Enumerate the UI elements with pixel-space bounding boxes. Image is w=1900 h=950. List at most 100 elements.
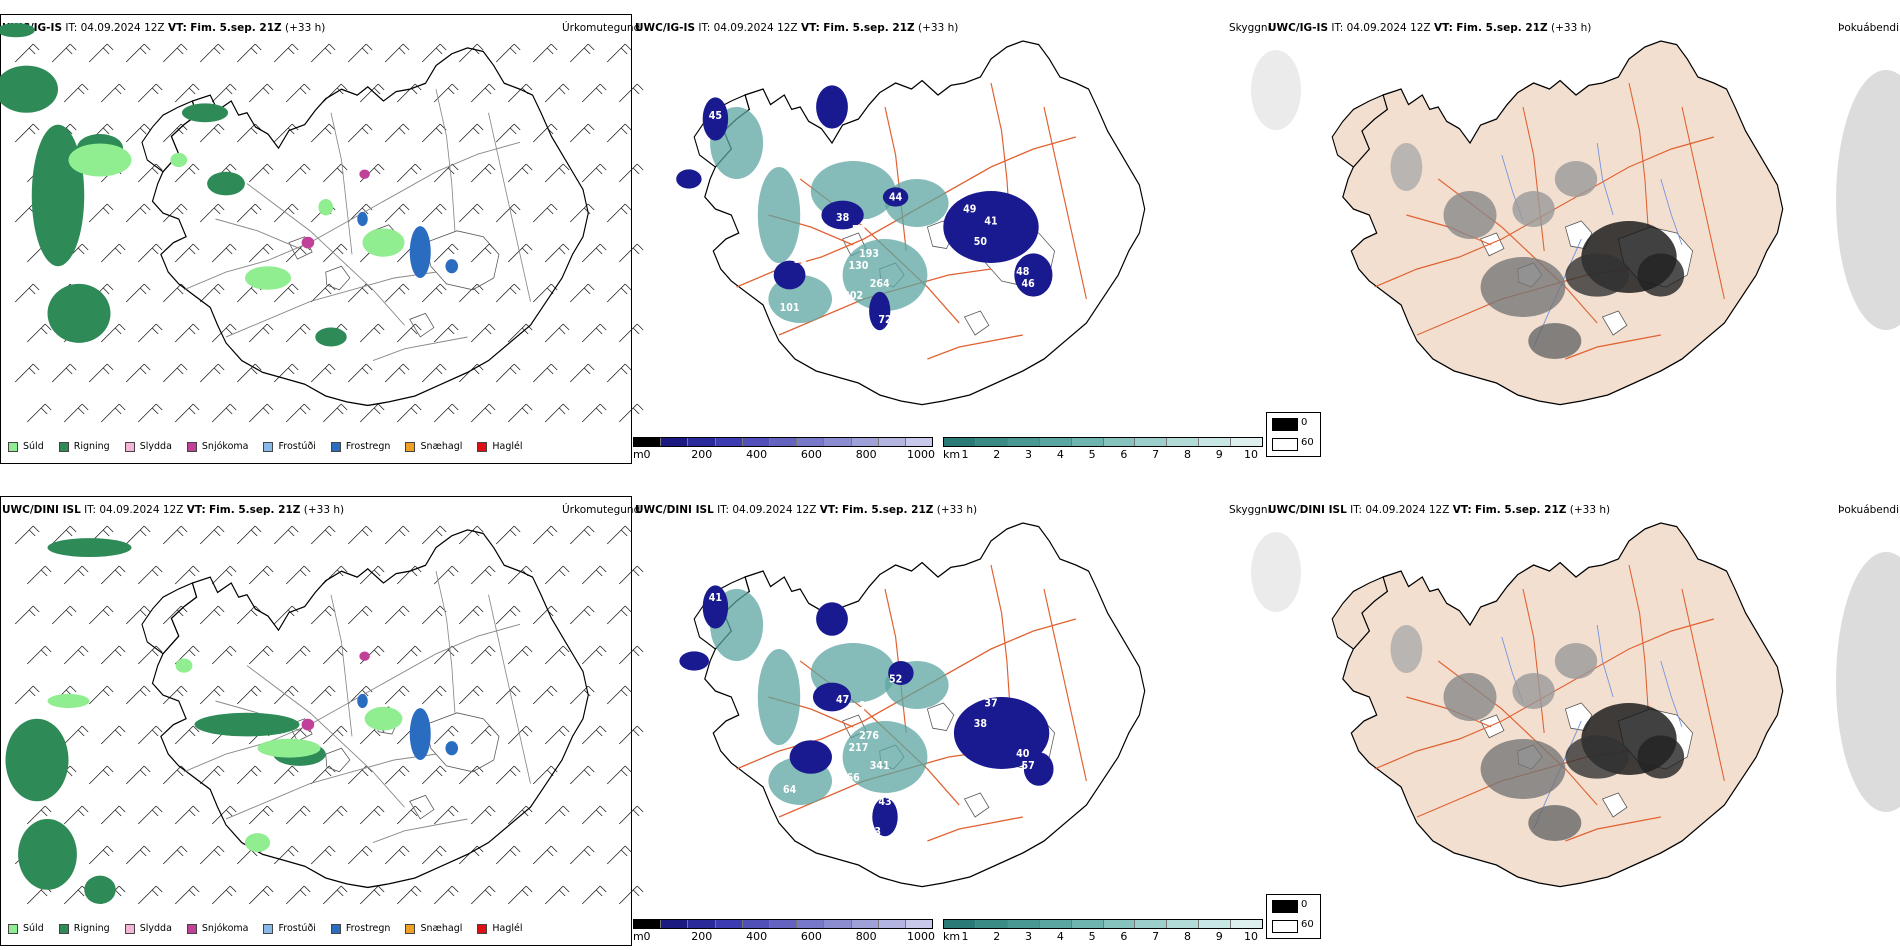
valid-time-label: VT:	[167, 22, 187, 34]
wind-barb	[569, 845, 595, 865]
wind-barb	[273, 203, 299, 223]
road-line	[1043, 106, 1087, 300]
wind-barb	[421, 685, 447, 705]
glacier-outline	[288, 718, 313, 742]
wind-barb	[544, 243, 570, 263]
wind-barb	[322, 725, 348, 745]
colorbar-cell	[742, 920, 770, 928]
iceland-coastline	[704, 522, 1146, 888]
panel-title: Skyggni	[1229, 22, 1271, 34]
init-time-label: IT:	[1350, 504, 1363, 516]
cloud-base-label: 41	[984, 216, 997, 228]
road-line	[225, 271, 437, 338]
glacier-outline	[409, 312, 435, 338]
wind-barb	[433, 805, 459, 825]
cloud-base-label: 302	[843, 291, 863, 303]
fog-map	[1251, 40, 1900, 406]
cloud-base-label: 59	[847, 125, 860, 137]
wind-barb	[137, 645, 163, 665]
wind-barb	[544, 83, 570, 103]
freezing-rain-area	[409, 226, 431, 278]
glacier-outline	[1480, 232, 1505, 257]
wind-barb	[14, 525, 40, 545]
westfjords-coastline	[1331, 94, 1388, 168]
wind-barb	[273, 605, 299, 625]
wind-barb	[532, 525, 558, 545]
road-line	[1681, 106, 1725, 300]
init-time-label: IT:	[698, 22, 711, 34]
cloud-base-label: 44	[889, 192, 902, 204]
wind-barb	[248, 83, 274, 103]
wind-barb	[162, 765, 188, 785]
legend-item: Frostregn	[330, 923, 391, 934]
legend-label: Rigning	[73, 441, 110, 452]
panel-title: Úrkomutegund	[562, 22, 641, 34]
wind-barb	[458, 765, 484, 785]
wind-barb	[359, 403, 385, 423]
ceiling-colorbar: m 0 200 400 600 800 1000	[633, 437, 935, 461]
panel-header: UWC/IG-IS IT: 04.09.2024 12Z VT: Fim. 5.…	[635, 22, 958, 34]
wind-barb	[199, 605, 225, 625]
wind-barb	[63, 565, 89, 585]
wind-barb	[458, 123, 484, 143]
precip-map	[5, 525, 644, 905]
wind-barb	[14, 605, 40, 625]
valid-time-label: VT:	[800, 22, 820, 34]
wind-barb	[581, 565, 607, 585]
wind-barb	[532, 43, 558, 63]
wind-barb	[310, 43, 336, 63]
offshore-fog-area	[1251, 50, 1301, 130]
legend-label: Frostregn	[345, 923, 391, 934]
cloud-base-label: 821	[854, 851, 874, 863]
wind-barb	[618, 403, 644, 423]
colorbar-cell	[769, 438, 798, 446]
colorbar-tick: 800	[855, 448, 877, 461]
rain-area	[0, 23, 35, 38]
legend-item: Snæhagl	[405, 923, 462, 934]
wind-barb	[26, 645, 52, 665]
legend-item: Frostúði	[263, 923, 316, 934]
wind-barb	[606, 203, 632, 223]
fog-legend-swatch	[1272, 438, 1298, 451]
rain-area	[84, 875, 116, 904]
wind-barb	[137, 885, 163, 905]
wind-barb	[125, 845, 151, 865]
rain-area	[31, 124, 85, 267]
wind-barb	[384, 203, 410, 223]
wind-barb	[273, 43, 299, 63]
offshore-fog	[1251, 50, 1900, 330]
wind-barb	[421, 605, 447, 625]
legend-swatch	[8, 441, 18, 452]
wind-barb	[125, 203, 151, 223]
wind-barb	[162, 845, 188, 865]
wind-barb	[137, 243, 163, 263]
wind-barb	[359, 83, 385, 103]
wind-barb	[248, 885, 274, 905]
fog-index-area	[1565, 735, 1629, 779]
colorbar-cell	[975, 438, 1008, 446]
visibility-colorbar: km 1 2 3 4 5 6 7 8 9 10	[943, 437, 1263, 461]
road-line	[183, 141, 521, 291]
wind-barb	[495, 685, 521, 705]
wind-barb	[125, 43, 151, 63]
wind-barb	[421, 203, 447, 223]
road-line	[372, 336, 468, 362]
wind-barb	[433, 163, 459, 183]
wind-barb	[162, 525, 188, 545]
wind-barb	[359, 323, 385, 343]
wind-barb	[606, 845, 632, 865]
low-cloud-area	[1014, 253, 1053, 297]
road-line	[330, 112, 353, 255]
wind-barb	[125, 605, 151, 625]
fog-index-area	[1443, 191, 1497, 240]
legend-swatch	[263, 441, 274, 452]
wind-barb	[544, 403, 570, 423]
colorbar-cell	[1071, 438, 1104, 446]
wind-barb	[236, 203, 262, 223]
westfjords-coastline	[1331, 576, 1388, 650]
westfjords-coastline	[141, 100, 198, 173]
wind-barb	[470, 243, 496, 263]
valid-time: Fim. 5.sep. 21Z	[823, 22, 915, 34]
road-line	[1565, 334, 1661, 360]
fog-legend-swatch	[1272, 920, 1298, 933]
